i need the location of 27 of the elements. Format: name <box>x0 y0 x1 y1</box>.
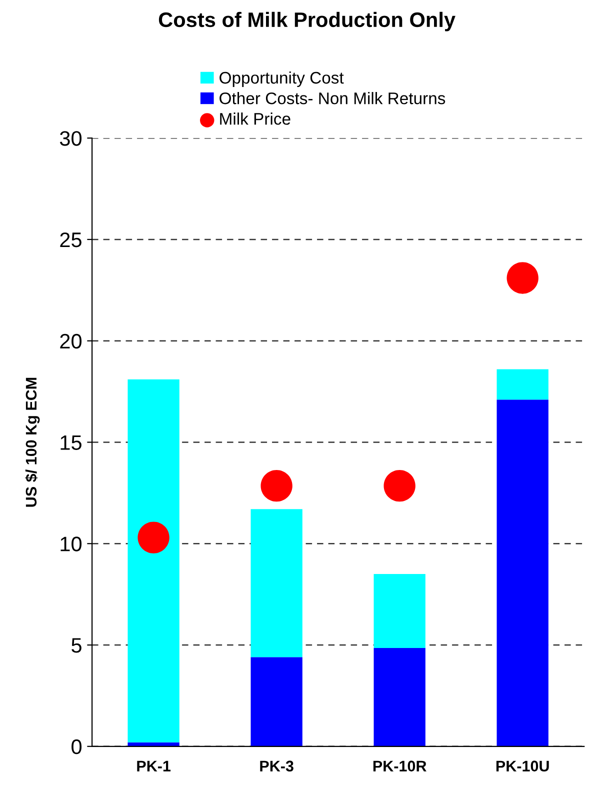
y-tick-label: 20 <box>60 334 82 349</box>
x-tick-label: PK-10R <box>373 760 426 772</box>
point <box>260 470 292 502</box>
x-tick-label: PK-1 <box>137 760 171 772</box>
y-tick-label: 0 <box>72 739 82 754</box>
bar <box>250 657 302 746</box>
bar <box>496 369 548 400</box>
x-tick-label: PK-10U <box>496 760 549 772</box>
y-tick-label: 25 <box>60 232 82 248</box>
y-tick-label: 30 <box>60 131 82 146</box>
bar <box>250 509 302 658</box>
legend-label: Milk Price <box>220 112 290 125</box>
point <box>138 522 170 554</box>
chart-title: Costs of Milk Production Only <box>158 12 456 32</box>
x-tick-label: PK-3 <box>260 760 294 772</box>
bar <box>496 400 548 746</box>
y-tick-label: 15 <box>60 435 82 450</box>
legend-label: Other Costs- Non Milk Returns <box>220 92 446 104</box>
bar <box>374 648 426 746</box>
y-axis-title: US $/ 100 Kg ECM <box>25 378 40 507</box>
y-tick-label: 10 <box>60 536 82 552</box>
point <box>384 470 416 502</box>
point <box>506 262 538 294</box>
y-tick-label: 5 <box>72 638 82 653</box>
bar <box>374 574 426 648</box>
legend-label: Opportunity Cost <box>220 71 344 87</box>
bar <box>128 379 180 742</box>
